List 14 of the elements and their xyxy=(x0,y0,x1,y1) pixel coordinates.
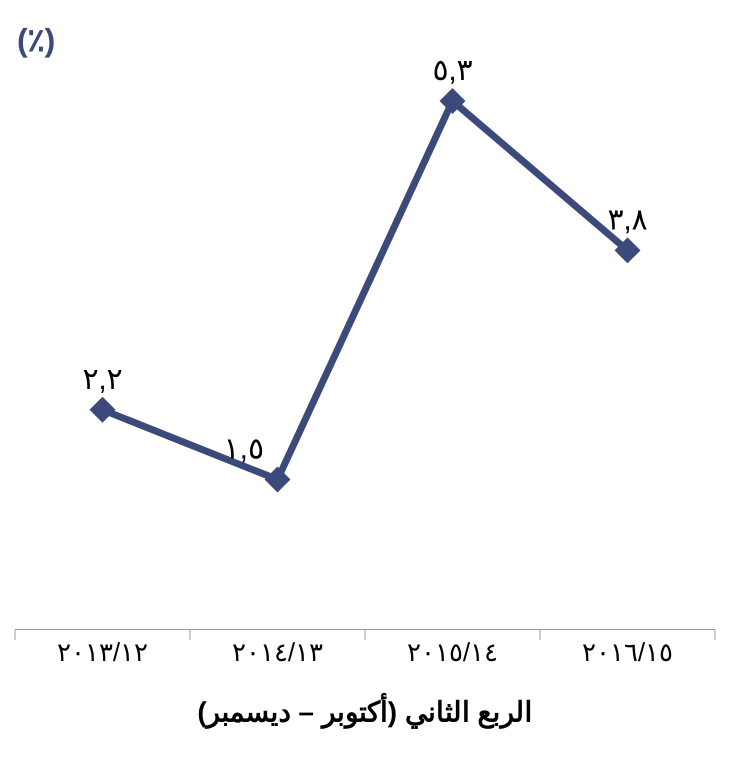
point xyxy=(440,88,466,114)
x-tick-label: ٢٠١٤/١٣ xyxy=(232,637,324,668)
point xyxy=(264,466,290,493)
data-label: ٥,٣ xyxy=(432,54,473,87)
x-axis-title: الربع الثاني (أكتوبر – ديسمبر) xyxy=(197,693,533,730)
data-label: ١,٥ xyxy=(224,432,264,466)
data-label: ٢,٢ xyxy=(82,362,123,396)
point xyxy=(614,237,640,264)
data-label: ٣,٨ xyxy=(607,203,648,236)
y-axis-title: (٪) xyxy=(17,22,56,58)
x-tick-label: ٢٠١٣/١٢ xyxy=(56,637,148,668)
point xyxy=(90,396,116,423)
x-tick-label: ٢٠١٦/١٥ xyxy=(582,637,674,668)
x-tick-label: ٢٠١٥/١٤ xyxy=(406,637,498,668)
